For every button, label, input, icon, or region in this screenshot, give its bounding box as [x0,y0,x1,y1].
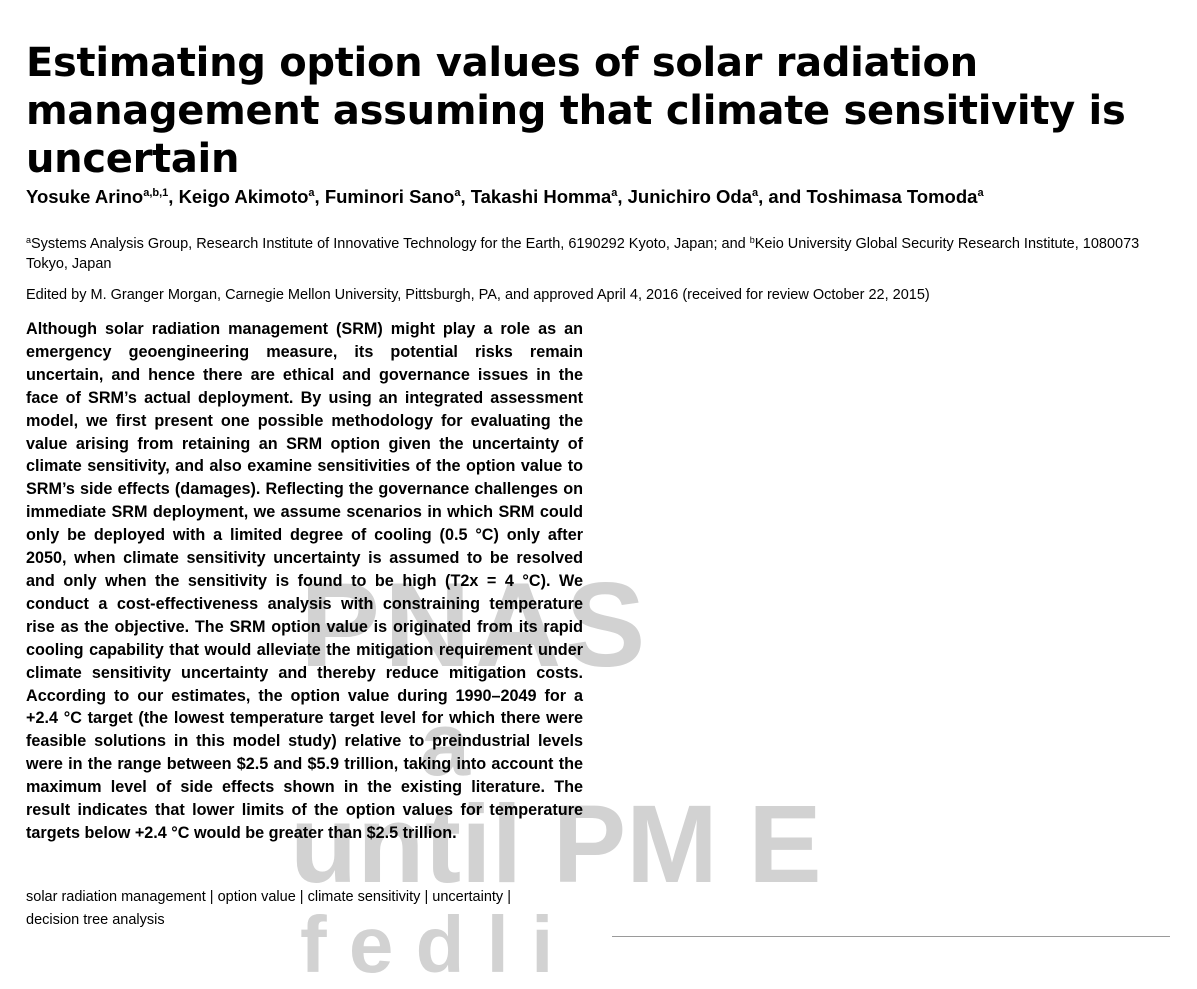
author-separator: , [314,186,325,207]
author-affiliation-mark: a [308,187,315,199]
keyword: option value [217,889,296,905]
article-title: Estimating option values of solar radiat… [26,39,1126,182]
keyword: solar radiation management [26,889,206,905]
author-separator: , [460,186,471,207]
author-name: Keigo Akimoto [178,186,309,207]
author-affiliation-mark: a [611,187,618,199]
affiliation-a: Systems Analysis Group, Research Institu… [31,236,750,252]
edited-by-line: Edited by M. Granger Morgan, Carnegie Me… [26,287,930,303]
keyword: uncertainty [432,889,504,905]
affiliation-b: Keio University Global Security Research… [26,236,1140,272]
author-name: Yosuke Arino [26,186,144,207]
watermark-text-1: PNAS [300,558,650,692]
keyword: climate sensitivity [307,889,421,905]
watermark-text-3: until PM E [290,783,822,906]
keyword: decision tree analysis [26,912,165,928]
author-affiliation-mark: a [752,187,759,199]
author-name: Toshimasa Tomoda [806,186,978,207]
column-divider [612,936,1170,937]
author-separator: , [168,186,179,207]
author-separator: , [617,186,628,207]
author-affiliation-mark: a [977,187,984,199]
author-name: Junichiro Oda [627,186,753,207]
keyword-list: solar radiation management | option valu… [26,889,511,928]
author-name: Takashi Homma [470,186,612,207]
author-list: Yosuke Arinoa,b,1, Keigo Akimotoa, Fumin… [26,186,1176,208]
affiliation-mark-b: b [749,235,755,245]
abstract: Although solar radiation management (SRM… [26,320,583,842]
author-separator: , and [758,186,807,207]
author-affiliation-mark: a,b,1 [143,187,169,199]
affiliations: aSystems Analysis Group, Research Instit… [26,230,1166,274]
author-affiliation-mark: a [454,187,461,199]
author-name: Fuminori Sano [324,186,455,207]
affiliation-mark-a: a [26,235,32,245]
watermark-text-2: a [420,695,471,795]
